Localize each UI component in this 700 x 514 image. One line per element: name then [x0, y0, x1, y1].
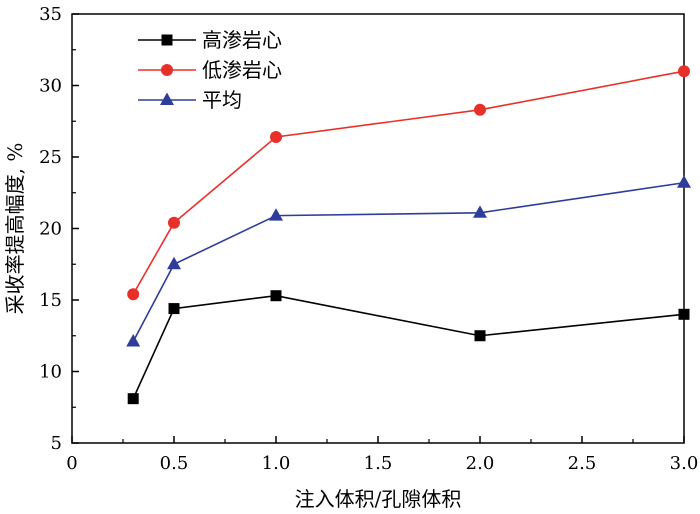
x-tick-label: 3.0 — [670, 453, 699, 474]
legend-entry: 平均 — [138, 88, 242, 112]
plot-frame — [71, 13, 685, 444]
point-marker — [160, 92, 174, 106]
point-marker — [167, 256, 181, 270]
point-marker — [678, 65, 690, 78]
point-marker — [677, 175, 691, 188]
legend-entry: 低渗岩心 — [138, 58, 282, 82]
y-tick-label: 25 — [39, 147, 62, 168]
y-tick-label: 20 — [39, 219, 62, 240]
legend-label: 低渗岩心 — [202, 58, 282, 82]
legend-entry: 高渗岩心 — [138, 28, 282, 52]
point-marker — [473, 205, 487, 218]
axes: 0 0.5 1.0 1.5 2.0 2.5 3.0 5 10 15 20 25 30 35 — [39, 4, 698, 474]
series-1 — [127, 290, 690, 405]
point-marker — [127, 288, 140, 301]
x-axis-title: 注入体积/孔隙体积 — [295, 487, 462, 511]
x-tick-label: 2.5 — [568, 453, 597, 474]
series-3 — [126, 175, 691, 347]
point-marker — [474, 330, 486, 342]
series-line — [132, 294, 685, 400]
y-tick-label: 10 — [39, 362, 62, 383]
point-marker — [127, 393, 139, 405]
point-marker — [126, 334, 141, 347]
y-axis-title: 采收率提高幅度, % — [3, 143, 27, 315]
y-tick-label: 5 — [51, 433, 62, 454]
point-marker — [270, 130, 282, 143]
x-tick-label: 0.5 — [160, 453, 189, 474]
x-tick-label: 0 — [66, 453, 77, 474]
series-2 — [127, 65, 690, 301]
point-marker — [168, 216, 180, 229]
series-line — [132, 181, 685, 342]
point-marker — [161, 64, 173, 76]
y-tick-label: 30 — [39, 76, 62, 97]
point-marker — [474, 103, 486, 116]
x-tick-label: 2.0 — [466, 453, 495, 474]
legend-label: 平均 — [202, 88, 242, 112]
point-marker — [161, 34, 173, 46]
y-tick-label: 15 — [39, 290, 62, 311]
x-tick-label: 1.5 — [364, 453, 393, 474]
point-marker — [168, 303, 180, 315]
x-tick-label: 1.0 — [262, 453, 291, 474]
point-marker — [269, 208, 283, 221]
series-layer — [126, 65, 691, 405]
y-tick-label: 35 — [39, 4, 62, 25]
point-marker — [678, 308, 690, 320]
point-marker — [270, 290, 282, 302]
legend-label: 高渗岩心 — [202, 28, 282, 52]
